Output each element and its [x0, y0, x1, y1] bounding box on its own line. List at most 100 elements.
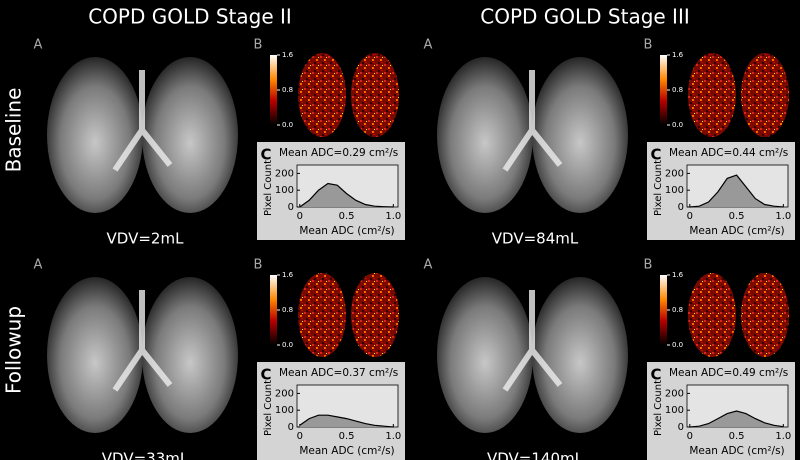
row-label: Baseline — [2, 88, 26, 173]
row-label: Followup — [2, 306, 26, 394]
histogram-title: Mean ADC=0.49 cm²/s — [669, 367, 788, 379]
x-axis-label: Mean ADC (cm²/s) — [689, 445, 784, 457]
colorbar-tick-label: 0.0 — [282, 121, 293, 129]
y-tick-label: 200 — [665, 168, 684, 179]
y-tick-label: 200 — [275, 388, 294, 399]
y-tick-label: 200 — [665, 388, 684, 399]
column-title: COPD GOLD Stage III — [480, 5, 690, 29]
vdv-label: VDV=2mL — [107, 230, 185, 248]
colorbar-tick-label: 0.0 — [282, 341, 293, 349]
x-tick-label: 1.0 — [775, 211, 791, 222]
panel-letter: B — [644, 258, 653, 273]
colorbar — [660, 55, 667, 125]
adc-map — [298, 53, 346, 137]
mri-lung — [47, 57, 143, 213]
x-axis-label: Mean ADC (cm²/s) — [299, 445, 394, 457]
x-tick-label: 0.5 — [729, 211, 745, 222]
y-axis-label: Pixel Count — [653, 160, 664, 216]
adc-map — [741, 53, 789, 137]
mri-lung — [47, 277, 143, 433]
x-axis-label: Mean ADC (cm²/s) — [299, 225, 394, 237]
y-axis-label: Pixel Count — [653, 380, 664, 436]
panel-letter: C — [650, 366, 661, 384]
x-tick-label: 1.0 — [775, 431, 791, 442]
mri-lung — [437, 57, 533, 213]
colorbar-tick-label: 1.6 — [672, 51, 684, 59]
histogram-line — [299, 182, 394, 208]
y-tick-label: 100 — [665, 185, 684, 196]
panel-letter: A — [34, 38, 43, 53]
histogram-title: Mean ADC=0.44 cm²/s — [669, 147, 788, 159]
colorbar-tick-label: 0.8 — [672, 86, 683, 94]
histogram-title: Mean ADC=0.29 cm²/s — [279, 147, 398, 159]
y-tick-label: 200 — [275, 168, 294, 179]
mri-airway — [502, 70, 563, 172]
colorbar — [660, 275, 667, 345]
vdv-label: VDV=33mL — [102, 450, 189, 460]
histogram-area — [299, 415, 394, 427]
panel-letter: B — [644, 38, 653, 53]
y-tick-label: 100 — [665, 405, 684, 416]
x-tick-label: 0 — [687, 431, 693, 442]
panel-letter: B — [254, 38, 263, 53]
histogram-line — [689, 174, 784, 208]
mri-lung — [532, 57, 628, 213]
histogram-area — [689, 411, 784, 427]
y-axis-label: Pixel Count — [263, 160, 274, 216]
mri-lung — [532, 277, 628, 433]
panel-letter: C — [260, 366, 271, 384]
colorbar-tick-label: 0.0 — [672, 341, 683, 349]
panel-letter: B — [254, 258, 263, 273]
x-tick-label: 0.5 — [339, 211, 355, 222]
panel-letter: C — [260, 146, 271, 164]
x-tick-label: 1.0 — [385, 431, 401, 442]
histogram-line — [299, 414, 394, 428]
x-tick-label: 1.0 — [385, 211, 401, 222]
mri-lung — [142, 57, 238, 213]
column-title: COPD GOLD Stage II — [88, 5, 292, 29]
mri-airway — [112, 290, 173, 392]
adc-map — [298, 273, 346, 357]
mri-airway — [502, 290, 563, 392]
mri-lung — [142, 277, 238, 433]
y-tick-label: 0 — [678, 202, 684, 213]
mri-airway — [112, 70, 173, 172]
histogram-line — [689, 410, 784, 428]
colorbar-tick-label: 0.8 — [672, 306, 683, 314]
colorbar-tick-label: 1.6 — [672, 271, 684, 279]
adc-map — [351, 273, 399, 357]
colorbar-tick-label: 0.8 — [282, 86, 293, 94]
x-axis-label: Mean ADC (cm²/s) — [689, 225, 784, 237]
adc-map — [741, 273, 789, 357]
vdv-label: VDV=140mL — [487, 450, 584, 460]
panel-letter: A — [34, 258, 43, 273]
x-tick-label: 0.5 — [729, 431, 745, 442]
x-tick-label: 0.5 — [339, 431, 355, 442]
mri-lung — [437, 277, 533, 433]
y-tick-label: 100 — [275, 185, 294, 196]
x-tick-label: 0 — [297, 431, 303, 442]
histogram-area — [689, 175, 784, 207]
colorbar — [270, 275, 277, 345]
adc-map — [351, 53, 399, 137]
vdv-label: VDV=84mL — [492, 230, 579, 248]
colorbar-tick-label: 1.6 — [282, 51, 294, 59]
panel-letter: C — [650, 146, 661, 164]
panel-letter: A — [424, 38, 433, 53]
y-axis-label: Pixel Count — [263, 380, 274, 436]
adc-map — [688, 273, 736, 357]
y-tick-label: 0 — [678, 422, 684, 433]
x-tick-label: 0 — [297, 211, 303, 222]
histogram-area — [299, 183, 394, 207]
y-tick-label: 0 — [288, 202, 294, 213]
y-tick-label: 100 — [275, 405, 294, 416]
colorbar-tick-label: 0.8 — [282, 306, 293, 314]
colorbar-tick-label: 0.0 — [672, 121, 683, 129]
colorbar — [270, 55, 277, 125]
adc-map — [688, 53, 736, 137]
x-tick-label: 0 — [687, 211, 693, 222]
histogram-title: Mean ADC=0.37 cm²/s — [279, 367, 398, 379]
colorbar-tick-label: 1.6 — [282, 271, 294, 279]
y-tick-label: 0 — [288, 422, 294, 433]
